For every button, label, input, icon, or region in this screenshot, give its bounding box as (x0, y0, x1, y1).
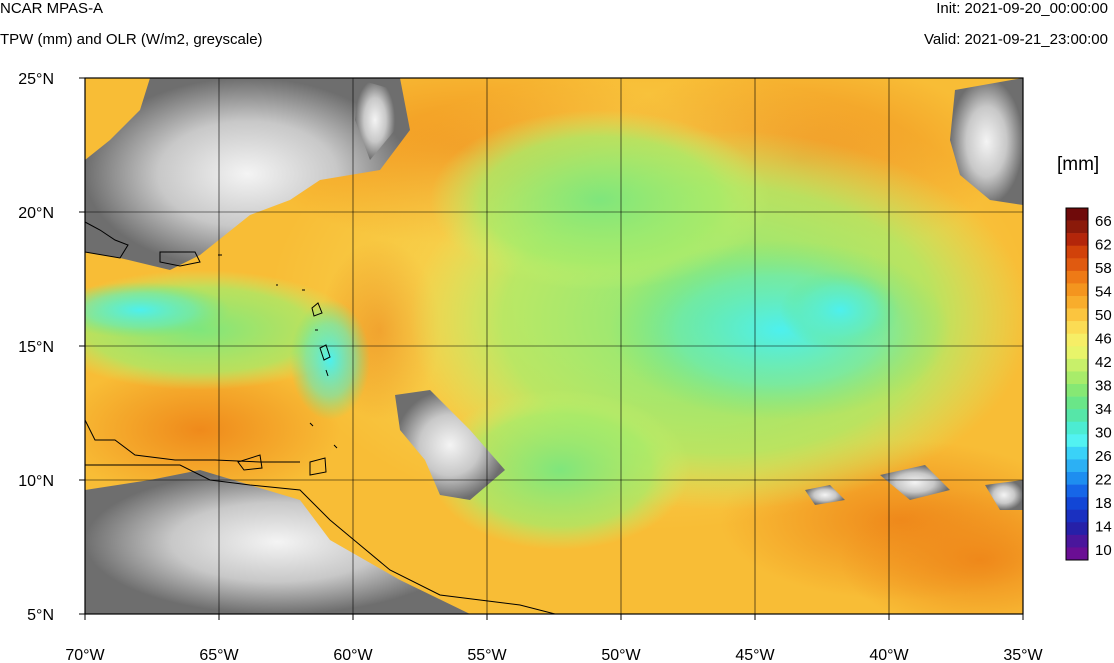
colorbar-label: 10 (1095, 542, 1112, 559)
colorbar-label: 50 (1095, 307, 1112, 324)
colorbar-label: 46 (1095, 331, 1112, 348)
colorbar-label: 34 (1095, 401, 1112, 418)
colorbar-label: 54 (1095, 284, 1112, 301)
colorbar-swatch (1066, 321, 1088, 335)
x-tick-label: 60°W (333, 647, 373, 663)
colorbar-swatch (1066, 220, 1088, 234)
colorbar-swatch (1066, 333, 1088, 347)
colorbar-swatch (1066, 208, 1088, 221)
x-tick-label: 55°W (467, 647, 507, 663)
colorbar-swatch (1066, 346, 1088, 360)
colorbar-swatch (1066, 459, 1088, 473)
init-time: Init: 2021-09-20_00:00:00 (936, 0, 1108, 17)
colorbar-swatch (1066, 258, 1088, 272)
tpw-field (85, 78, 1023, 614)
colorbar-swatch (1066, 371, 1088, 385)
colorbar-swatch (1066, 421, 1088, 435)
x-tick-label: 45°W (735, 647, 775, 663)
x-tick-label: 50°W (601, 647, 641, 663)
map-title: NCAR MPAS-A (0, 0, 104, 17)
colorbar-swatch (1066, 358, 1088, 372)
colorbar-label: 62 (1095, 237, 1112, 254)
colorbar-label: 66 (1095, 213, 1112, 230)
latitude-ticks: 25°N 20°N 15°N 10°N 5°N (18, 71, 85, 624)
colorbar-label: 38 (1095, 378, 1112, 395)
colorbar-label: 42 (1095, 354, 1112, 371)
colorbar-label: 22 (1095, 472, 1112, 489)
colorbar-swatch (1066, 522, 1088, 536)
coastlines (85, 221, 556, 614)
valid-time: Valid: 2021-09-21_23:00:00 (923, 31, 1108, 48)
colorbar-label: 14 (1095, 519, 1112, 536)
colorbar-swatch (1066, 534, 1088, 548)
colorbar-swatch (1066, 472, 1088, 485)
colorbar-swatch (1066, 384, 1088, 397)
colorbar-label: 58 (1095, 260, 1112, 277)
colorbar-swatch (1066, 296, 1088, 309)
colorbar-swatch (1066, 547, 1088, 561)
x-tick-label: 35°W (1003, 647, 1043, 663)
olr-cloud-areas (85, 78, 1023, 614)
y-tick-label: 20°N (18, 205, 54, 222)
x-tick-label: 65°W (199, 647, 239, 663)
colorbar-swatch (1066, 497, 1088, 511)
colorbar-swatch (1066, 245, 1088, 259)
longitude-ticks: 70°W 65°W 60°W 55°W 50°W 45°W 40°W 35°W (65, 614, 1044, 663)
colorbar-label: 30 (1095, 425, 1112, 442)
colorbar: [mm] 66 62 58 54 50 46 42 38 34 30 26 22 18 14 10 (1057, 154, 1112, 561)
colorbar-unit: [mm] (1057, 154, 1099, 175)
colorbar-swatch (1066, 270, 1088, 284)
map-subtitle: TPW (mm) and OLR (W/m2, greyscale) (0, 31, 263, 48)
x-tick-label: 70°W (65, 647, 105, 663)
colorbar-swatch (1066, 484, 1088, 498)
colorbar-label: 26 (1095, 448, 1112, 465)
y-tick-label: 15°N (18, 339, 54, 356)
colorbar-swatch (1066, 308, 1088, 322)
y-tick-label: 25°N (18, 71, 54, 88)
colorbar-swatch (1066, 409, 1088, 423)
colorbar-swatch (1066, 233, 1088, 247)
colorbar-swatch (1066, 434, 1088, 448)
x-tick-label: 40°W (869, 647, 909, 663)
colorbar-frame (1065, 207, 1089, 561)
colorbar-label: 18 (1095, 495, 1112, 512)
y-tick-label: 5°N (27, 607, 54, 624)
y-tick-label: 10°N (18, 473, 54, 490)
colorbar-swatch (1066, 396, 1088, 410)
colorbar-swatch (1066, 446, 1088, 460)
colorbar-swatch (1066, 509, 1088, 523)
colorbar-swatch (1066, 283, 1088, 297)
